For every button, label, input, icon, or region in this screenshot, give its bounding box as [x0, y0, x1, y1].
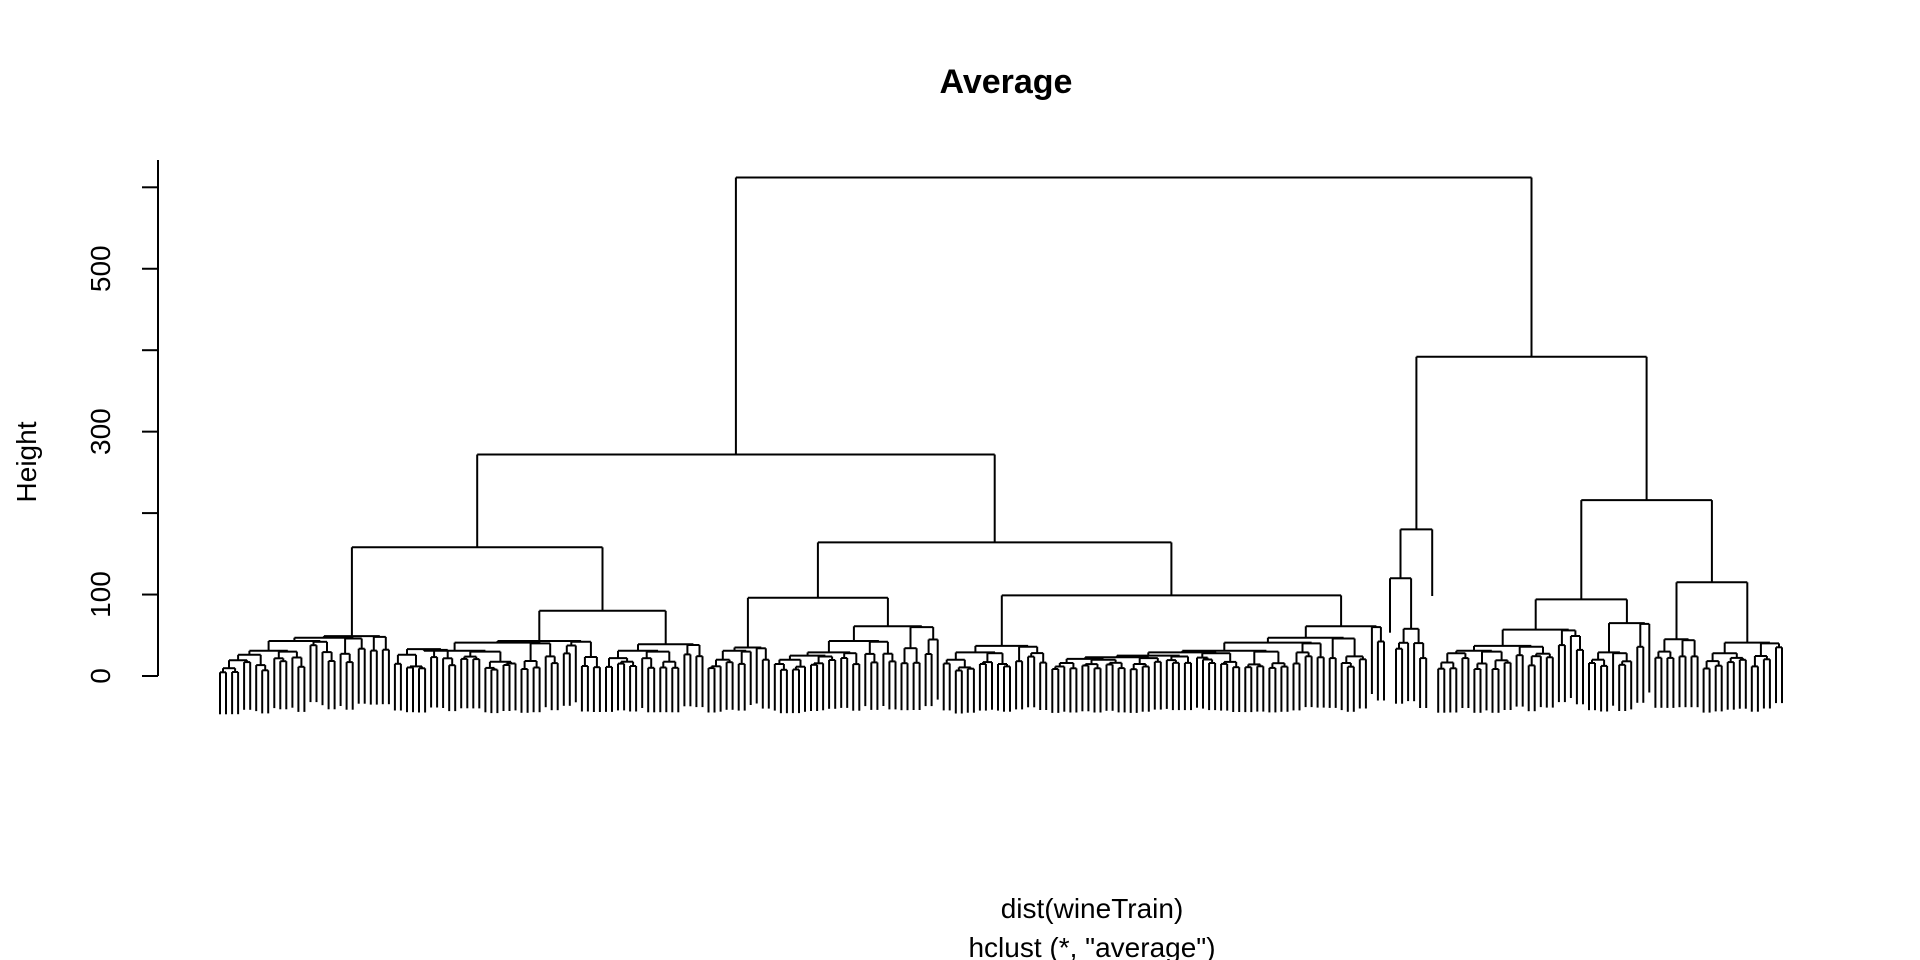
- chart-title: Average: [940, 63, 1073, 101]
- y-tick-label: 0: [85, 668, 116, 684]
- y-tick-label: 500: [85, 245, 116, 292]
- x-axis-label: dist(wineTrain): [1001, 893, 1184, 924]
- y-tick-label: 300: [85, 408, 116, 455]
- y-tick-label: 100: [85, 571, 116, 618]
- method-sublabel: hclust (*, "average"): [968, 932, 1215, 960]
- y-axis-label: Height: [11, 421, 42, 502]
- y-axis-ticks: 0 100 300 500: [85, 186, 158, 684]
- dendrogram-tree: [219, 176, 1783, 715]
